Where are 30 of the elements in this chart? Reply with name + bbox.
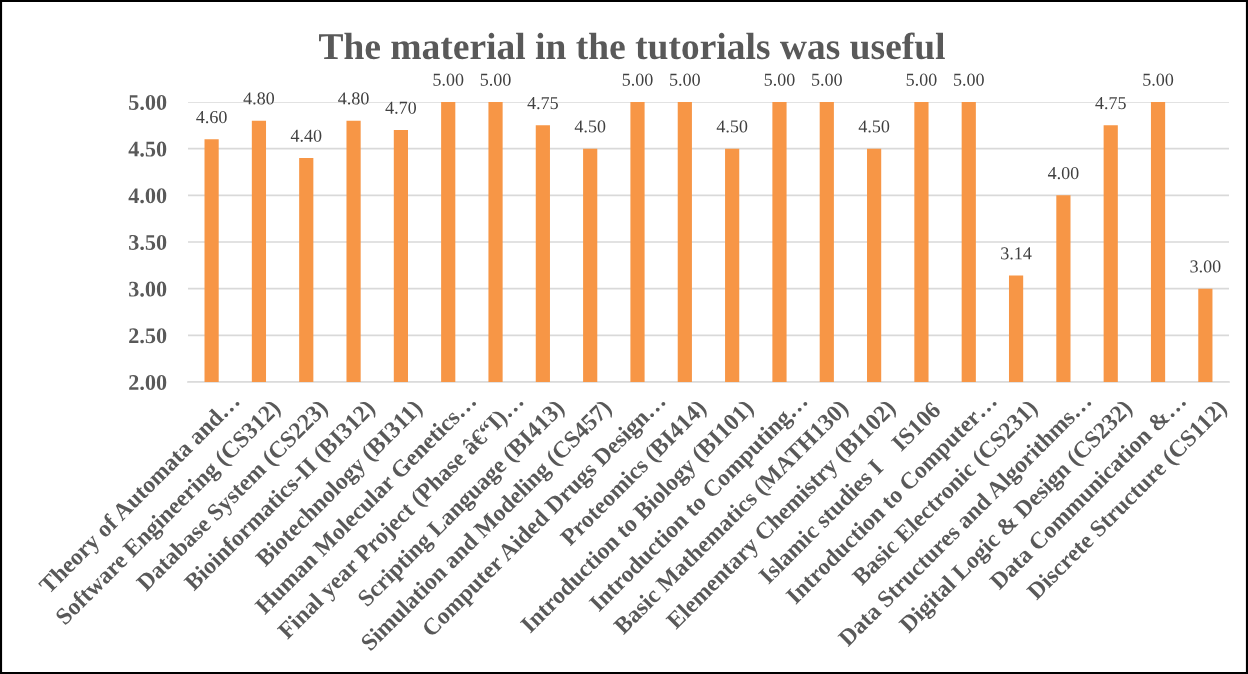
data-label: 5.00	[954, 73, 984, 86]
data-label: 3.14	[1001, 247, 1032, 260]
y-tick-label: 2.00	[129, 374, 167, 391]
data-label: 4.80	[243, 92, 275, 105]
y-tick-label: 3.00	[129, 281, 167, 297]
data-label: 4.70	[385, 101, 417, 114]
chart-title: The material in the tutorials was useful	[319, 32, 945, 60]
data-label: 4.50	[716, 120, 748, 133]
data-label: 5.00	[670, 73, 700, 86]
data-label: 5.00	[812, 73, 842, 86]
data-label: 4.40	[290, 129, 322, 142]
y-tick-label: 4.50	[128, 141, 167, 157]
data-label: 4.75	[527, 97, 558, 110]
y-tick-label: 3.50	[129, 234, 167, 251]
y-tick-label: 5.00	[129, 94, 167, 110]
data-label: 5.00	[906, 73, 937, 86]
data-label: 5.00	[1143, 73, 1174, 86]
y-tick-label: 2.50	[129, 328, 167, 344]
data-label: 4.50	[858, 120, 890, 133]
data-label: 5.00	[480, 73, 511, 86]
data-label: 5.00	[622, 73, 653, 86]
data-label: 3.00	[1190, 260, 1221, 273]
data-label: 4.50	[574, 120, 606, 133]
y-tick-label: 4.00	[128, 188, 167, 204]
data-label: 4.00	[1047, 166, 1079, 180]
data-label: 4.60	[196, 110, 227, 124]
data-label: 4.75	[1095, 97, 1126, 110]
data-label: 4.80	[338, 92, 369, 105]
data-label: 5.00	[764, 73, 795, 86]
data-label: 5.00	[433, 73, 464, 86]
